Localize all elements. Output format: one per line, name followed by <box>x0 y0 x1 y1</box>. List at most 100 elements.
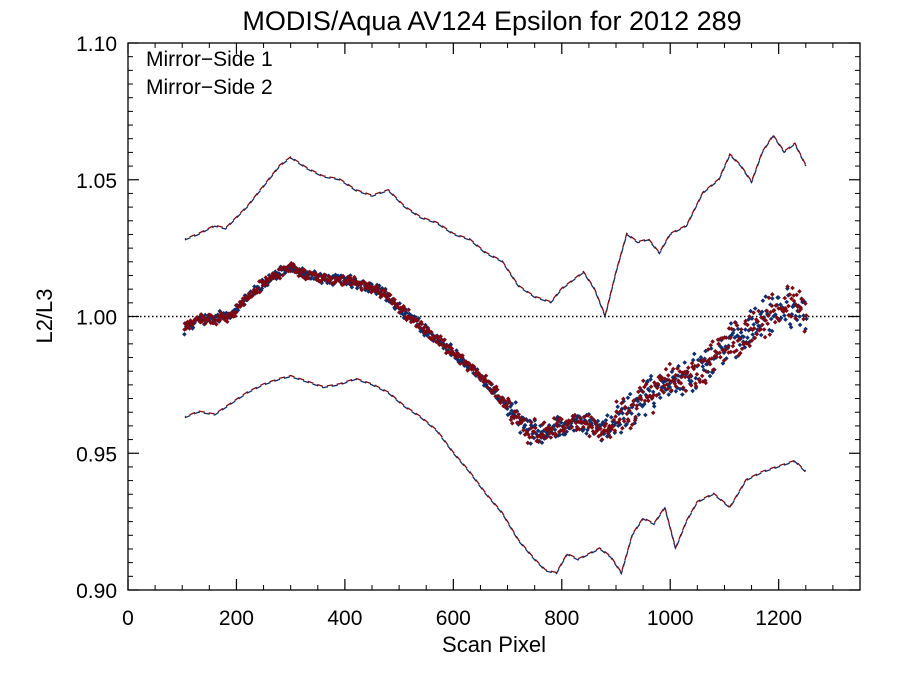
x-tick-label: 200 <box>219 607 254 630</box>
scatter-point <box>522 422 528 428</box>
scatter-point <box>528 426 534 431</box>
scatter-point <box>680 392 685 397</box>
scatter-point <box>489 381 494 387</box>
scatter-point <box>771 308 777 313</box>
scatter-point <box>738 350 743 356</box>
scatter-point <box>665 386 671 392</box>
scatter-point <box>585 413 591 418</box>
scatter-point <box>667 381 672 387</box>
scatter-point <box>550 431 556 437</box>
x-tick-label: 1200 <box>755 607 802 630</box>
scatter-point <box>224 319 230 324</box>
chart-title: MODIS/Aqua AV124 Epsilon for 2012 289 <box>242 6 741 36</box>
scatter-point <box>543 435 549 441</box>
scatter-point <box>656 391 662 397</box>
scatter-point <box>630 402 636 407</box>
scatter-point <box>800 297 805 303</box>
scatter-point <box>683 388 689 394</box>
scatter-point <box>767 327 772 333</box>
scatter-point <box>648 393 653 399</box>
envelope-upper-series-2 <box>184 133 807 318</box>
scatter-point <box>682 360 687 365</box>
scatter-point <box>770 296 775 301</box>
scatter-point <box>764 308 770 314</box>
scatter-point <box>629 422 635 427</box>
scatter-point <box>784 308 789 313</box>
scatter-point <box>531 435 537 441</box>
scatter-point <box>707 361 713 367</box>
scatter-point <box>205 316 210 321</box>
scatter-point <box>623 405 628 411</box>
scatter-point <box>549 425 555 431</box>
scatter-point <box>759 309 765 315</box>
scatter-point <box>241 302 247 308</box>
scatter-point <box>627 391 633 397</box>
scatter-point <box>700 379 706 384</box>
y-tick-label: 1.00 <box>76 307 117 330</box>
scatter-point <box>507 411 513 416</box>
scatter-point <box>682 374 688 380</box>
scatter-point <box>755 319 761 324</box>
scatter-point <box>747 339 753 344</box>
scatter-point <box>616 411 622 417</box>
scatter-point <box>530 424 536 429</box>
scatter-point <box>659 387 664 393</box>
scatter-point <box>791 303 797 308</box>
scatter-point <box>803 326 808 332</box>
legend-entry-mirror-side-1: Mirror−Side 1 <box>146 48 273 71</box>
scatter-point <box>743 327 748 332</box>
y-tick-label: 1.10 <box>76 33 117 56</box>
scatter-point <box>493 394 498 399</box>
scatter-point <box>551 423 557 428</box>
scatter-point <box>516 422 521 427</box>
scatter-point <box>629 411 634 416</box>
x-tick-label: 800 <box>544 607 579 630</box>
scatter-point <box>589 415 594 420</box>
scatter-point <box>383 289 388 294</box>
scatter-point <box>302 268 308 273</box>
scatter-point <box>605 430 611 436</box>
scatter-point <box>730 343 736 349</box>
scatter-point <box>522 417 527 422</box>
scatter-point <box>617 417 623 422</box>
scatter-point <box>305 275 311 281</box>
scatter-point <box>697 379 703 385</box>
scatter-point <box>675 373 681 378</box>
scatter-point <box>673 372 678 378</box>
scatter-point <box>685 369 690 375</box>
scatter-point <box>679 374 684 380</box>
scatter-point <box>440 342 446 348</box>
scatter-point <box>769 328 775 334</box>
scatter-point <box>710 339 715 344</box>
scatter-point <box>604 428 610 433</box>
scatter-point <box>517 415 522 420</box>
scatter-point <box>663 366 669 372</box>
scatter-point <box>651 404 657 409</box>
scatter-point <box>783 317 788 322</box>
scatter-point <box>642 401 647 407</box>
scatter-point <box>801 313 806 318</box>
scatter-point <box>642 398 648 404</box>
scatter-point <box>577 415 583 420</box>
scatter-point <box>647 388 652 393</box>
scatter-point <box>726 326 732 331</box>
scatter-point <box>739 346 745 352</box>
scatter-point <box>584 431 589 436</box>
scatter-point <box>731 340 736 346</box>
scatter-point <box>733 355 739 360</box>
scatter-point <box>782 295 788 301</box>
scatter-point <box>508 417 514 423</box>
scatter-point <box>766 295 772 301</box>
scatter-point <box>739 327 744 332</box>
scatter-point <box>745 335 750 340</box>
scatter-point <box>786 303 791 309</box>
scatter-point <box>619 400 624 406</box>
scatter-point <box>633 414 638 420</box>
scatter-point <box>801 316 806 322</box>
scatter-point <box>572 419 578 424</box>
scatter-point <box>676 380 682 385</box>
scatter-point <box>202 312 208 318</box>
scatter-point <box>804 313 809 318</box>
scatter-point <box>618 430 624 435</box>
scatter-point <box>765 313 771 318</box>
